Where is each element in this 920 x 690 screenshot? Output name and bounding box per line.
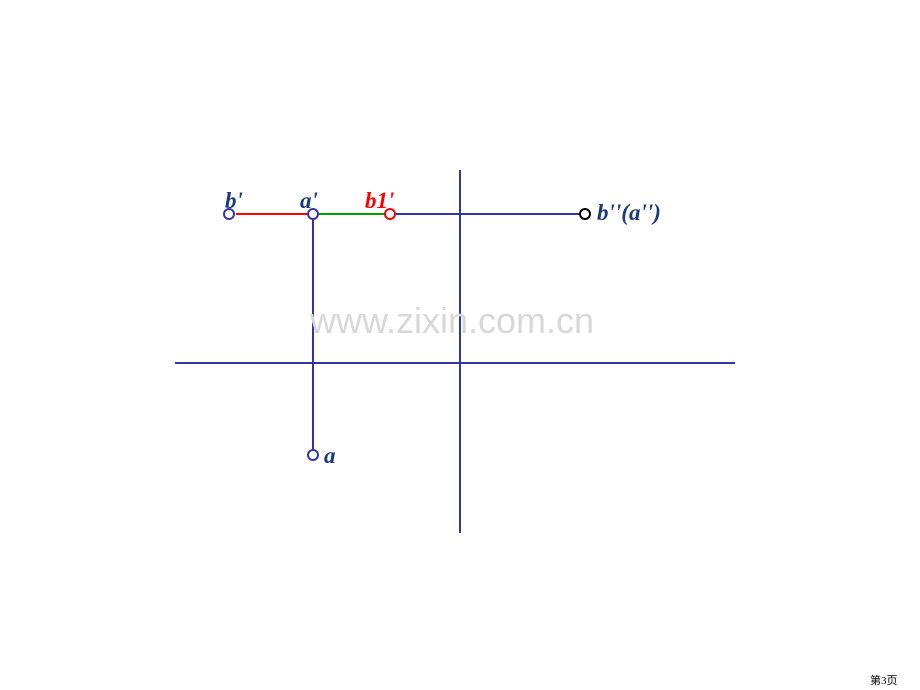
watermark: www.zixin.com.cn (310, 300, 594, 342)
label-a: a (324, 443, 336, 469)
label-b-prime: b' (225, 188, 243, 214)
point-a (308, 450, 318, 460)
page-number: 第3页 (870, 672, 898, 688)
label-b-double-prime: b''(a'') (597, 200, 661, 226)
point-b-double-prime (580, 209, 590, 219)
diagram-canvas (0, 0, 920, 690)
label-b1-prime: b1' (365, 188, 394, 214)
label-a-prime: a' (300, 188, 318, 214)
